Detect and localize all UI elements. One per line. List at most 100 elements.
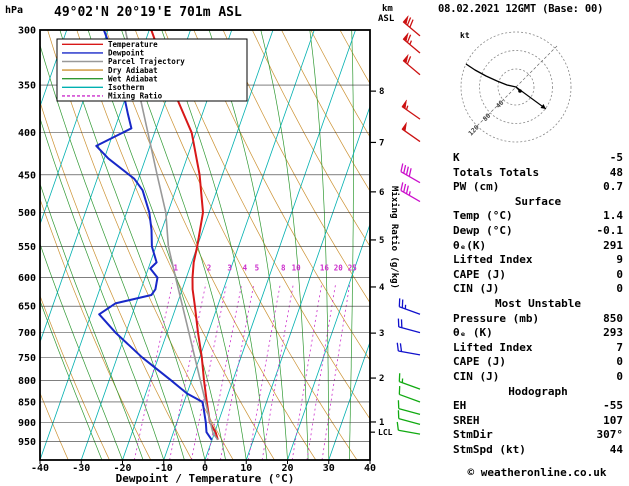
barb-staff (398, 326, 421, 334)
stats-row: Lifted Index 7 (453, 341, 623, 356)
stat-value: 307° (596, 428, 624, 442)
stat-value: 850 (603, 311, 623, 325)
stats-row: Pressure (mb) 850 (453, 312, 623, 327)
pressure-tick-label: 800 (18, 376, 36, 387)
wind-barb (400, 163, 421, 184)
stats-row: CAPE (J) 0 (453, 355, 623, 370)
wet-adiabat (40, 242, 123, 460)
stat-value: 0 (616, 369, 623, 383)
wind-barb (396, 342, 421, 356)
barb-staff (400, 171, 421, 184)
barb-flag (401, 99, 407, 110)
hodograph-ring (460, 31, 572, 143)
pressure-axis-unit: hPa (5, 5, 23, 16)
legend-label: Dry Adiabat (108, 66, 158, 75)
stat-label: CAPE (J) (453, 355, 506, 369)
stat-value: -0.1 (596, 223, 624, 237)
barb-staff (398, 418, 421, 425)
wet-adiabat (303, 30, 330, 460)
barb-full (403, 183, 407, 193)
mixing-ratio-line (133, 283, 173, 460)
wind-barb (398, 298, 421, 315)
temperature-axis: -40 -30 -20 -10 0 10 20 30 40 (31, 460, 376, 474)
x-tick-label: 40 (364, 463, 376, 474)
barb-staff (399, 306, 421, 315)
wet-adiabat (347, 30, 354, 460)
pressure-tick-label: 350 (18, 81, 36, 92)
x-axis-title: Dewpoint / Temperature (°C) (116, 472, 295, 485)
barb-full (396, 342, 399, 352)
stat-value: 0 (616, 355, 623, 369)
dry-adiabat (428, 30, 437, 460)
mixing-ratio-label: 20 (334, 264, 344, 273)
barb-flag (401, 122, 407, 132)
hodograph-ring-label: 80 (481, 112, 492, 123)
mixing-ratio-label: 3 (227, 264, 232, 273)
stat-label: CIN (J) (453, 369, 500, 383)
km-tick-label: 6 (379, 188, 384, 198)
wind-barb (398, 373, 421, 390)
stat-value: 107 (603, 413, 623, 427)
mixing-ratio-axis-label: Mixing Ratio (g/kg) (389, 186, 400, 289)
legend-label: Dewpoint (108, 49, 144, 58)
stat-value: 1.4 (603, 209, 623, 223)
storm-motion-arrowhead (540, 104, 546, 109)
wind-barb (396, 421, 421, 435)
stat-label: EH (453, 399, 467, 413)
x-tick-label: 20 (281, 463, 293, 474)
wind-barb (397, 400, 421, 415)
x-tick-label: -10 (155, 463, 173, 474)
wet-adiabat (40, 182, 144, 460)
stats-row: CIN (J) 0 (453, 282, 623, 297)
barb-staff (398, 408, 421, 415)
pressure-tick-label: 400 (18, 128, 36, 139)
mixing-ratio-label: 4 (243, 264, 248, 273)
barb-full (406, 56, 412, 65)
wet-adiabat (253, 30, 309, 460)
wet-adiabat (40, 117, 165, 460)
pressure-tick-label: 300 (18, 26, 36, 37)
wet-adiabat (200, 30, 288, 460)
stats-row: StmDir 307° (453, 428, 623, 443)
wind-barbs (396, 15, 421, 435)
wind-barb (402, 15, 421, 37)
stat-label: SREH (453, 413, 480, 427)
barb-full (408, 168, 412, 177)
wind-barb (397, 410, 421, 425)
stat-label: Pressure (mb) (453, 311, 540, 325)
stats-row: StmSpd (kt) 44 (453, 443, 623, 458)
km-tick-label: 5 (379, 236, 384, 246)
mixing-ratio-line (306, 283, 337, 460)
stat-value: -5 (609, 151, 623, 164)
stat-label: CAPE (J) (453, 267, 506, 281)
dry-adiabat (40, 391, 69, 460)
wind-barb (400, 182, 421, 203)
x-tick-label: 10 (240, 463, 252, 474)
barb-staff (399, 380, 421, 390)
stats-section-header: Hodograph (508, 384, 568, 398)
stats-row: CIN (J) 0 (453, 370, 623, 385)
pressure-tick-label: 650 (18, 302, 36, 313)
stat-value: 0 (616, 282, 623, 296)
isotherm (40, 30, 191, 460)
barb-staff (398, 350, 421, 356)
stats-row: Dewp (°C) -0.1 (453, 224, 623, 239)
mixing-ratio-labels: 1 2 3 4 5 8 10 16 20 25 (173, 264, 356, 273)
hodograph-ring (479, 50, 553, 124)
km-asl-scale: 8 7 6 5 4 3 2 1 (370, 87, 385, 428)
wind-barb (402, 32, 421, 54)
stats-table: K -5 Totals Totals 48 PW (cm) 0.7 Surface Temp … (453, 151, 623, 457)
isotherm (287, 223, 370, 460)
wet-adiabat (40, 299, 103, 460)
barb-half (405, 105, 409, 110)
stat-value: 291 (603, 238, 623, 252)
x-tick-label: -20 (113, 463, 131, 474)
stat-value: 7 (616, 340, 623, 354)
sounding-curves (95, 30, 219, 441)
isotherm (204, 30, 356, 460)
barb-full (400, 163, 404, 172)
parcel-trajectory-curve (124, 30, 219, 441)
stat-label: Lifted Index (453, 253, 533, 267)
isotherm (163, 30, 315, 460)
skewt-chart: 1 2 3 4 5 8 10 16 20 2530035040045050055060065070… (5, 4, 437, 485)
